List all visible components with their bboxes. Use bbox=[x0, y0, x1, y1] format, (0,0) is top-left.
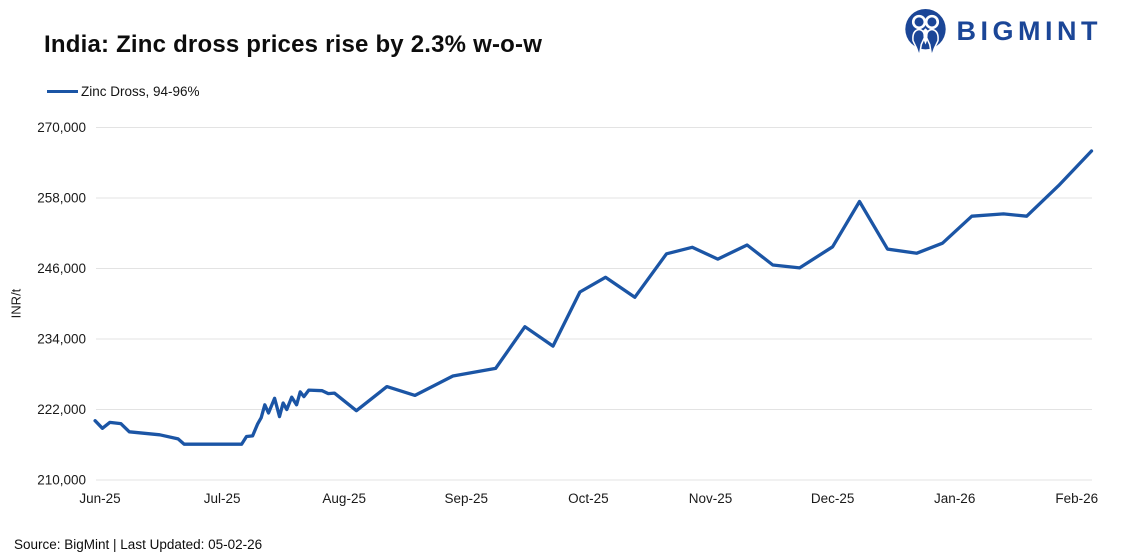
source-note: Source: BigMint | Last Updated: 05-02-26 bbox=[14, 537, 263, 552]
legend: Zinc Dross, 94-96% bbox=[47, 84, 200, 99]
y-tick-label: 270,000 bbox=[37, 120, 86, 135]
x-tick-label: Jun-25 bbox=[79, 491, 120, 506]
bigmint-logo-text: BIGMINT bbox=[956, 15, 1102, 46]
x-tick-label: Sep-25 bbox=[445, 491, 489, 506]
chart-title: India: Zinc dross prices rise by 2.3% w-… bbox=[44, 31, 543, 58]
brand-logo: BIGMINT bbox=[902, 8, 1103, 58]
x-tick-label: Nov-25 bbox=[689, 491, 733, 506]
x-tick-label: Jan-26 bbox=[934, 491, 975, 506]
y-tick-label: 222,000 bbox=[37, 402, 86, 417]
y-tick-label: 234,000 bbox=[37, 332, 86, 347]
x-tick-label: Jul-25 bbox=[204, 491, 241, 506]
legend-label: Zinc Dross, 94-96% bbox=[81, 84, 200, 99]
x-tick-label: Aug-25 bbox=[322, 491, 366, 506]
x-tick-label: Feb-26 bbox=[1055, 491, 1098, 506]
price-line bbox=[93, 149, 1094, 446]
y-tick-label: 258,000 bbox=[37, 191, 86, 206]
y-tick-label: 210,000 bbox=[37, 473, 86, 488]
bigmint-logo-icon bbox=[902, 8, 949, 58]
y-tick-label: 246,000 bbox=[37, 261, 86, 276]
x-tick-label: Oct-25 bbox=[568, 491, 609, 506]
x-tick-label: Dec-25 bbox=[811, 491, 855, 506]
legend-line-swatch bbox=[47, 89, 78, 94]
